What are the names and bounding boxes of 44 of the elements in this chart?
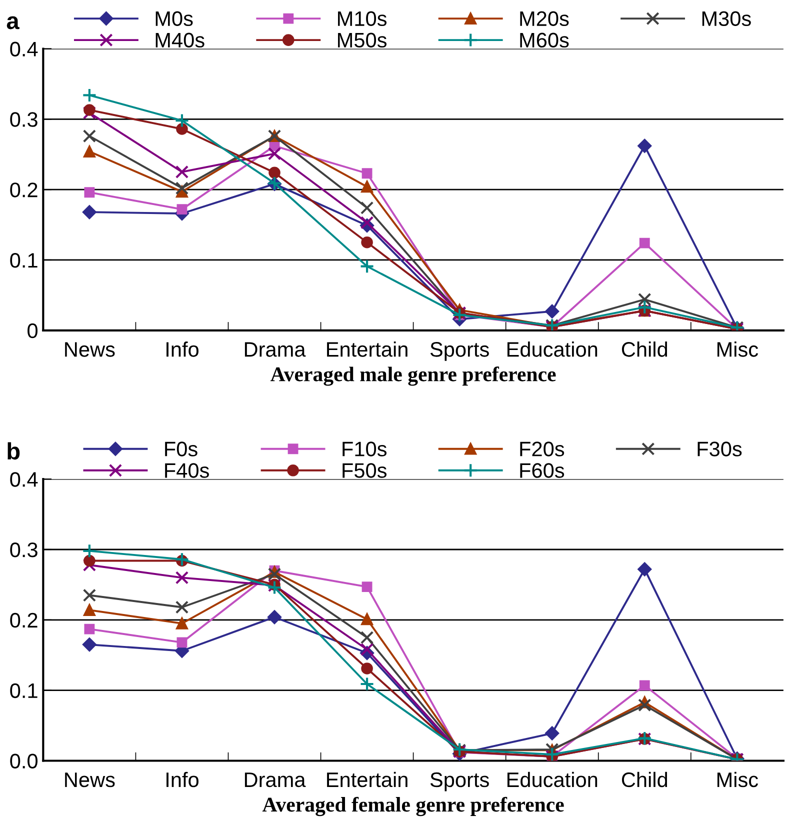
y-tick-label: 0.4 xyxy=(10,472,38,487)
legend-label: M0s xyxy=(156,11,193,26)
legend-label: M60s xyxy=(520,32,569,48)
x-tick-label: Info xyxy=(166,772,198,788)
legend-label: M40s xyxy=(156,32,204,48)
x-tick-label: Misc xyxy=(717,342,758,357)
y-tick-label: 0.0 xyxy=(10,754,38,768)
x-tick-label: Child xyxy=(622,772,668,788)
x-tick-label: News xyxy=(65,772,115,788)
legend-label: F40s xyxy=(165,463,209,478)
legend-label: F30s xyxy=(698,442,742,456)
x-tick-label: Misc xyxy=(717,772,758,788)
x-tick-label: Drama xyxy=(244,772,306,788)
y-tick-label: 0.2 xyxy=(10,182,38,198)
x-tick-label: Entertain xyxy=(327,772,408,788)
x-tick-label: News xyxy=(65,342,115,357)
x-tick-label: Child xyxy=(622,342,668,357)
legend-label: M20s xyxy=(520,11,569,26)
x-tick-label: Sports xyxy=(430,772,489,792)
y-tick-label: 0 xyxy=(28,323,38,338)
x-tick-label: Education xyxy=(507,772,598,788)
legend-label: F10s xyxy=(342,442,387,456)
chart-title: b xyxy=(8,442,20,460)
legend-label: M30s xyxy=(702,11,751,26)
x-tick-label: Education xyxy=(507,342,598,357)
legend-label: M10s xyxy=(338,11,387,26)
y-tick-label: 0.1 xyxy=(10,252,38,268)
y-tick-label: 0.3 xyxy=(10,542,38,558)
chart-title: a xyxy=(6,16,20,30)
y-tick-label: 0.4 xyxy=(10,42,38,56)
legend-label: F60s xyxy=(520,463,564,478)
y-tick-label: 0.1 xyxy=(10,683,38,698)
x-axis-title: Averaged male genre preference xyxy=(270,366,556,386)
x-tick-label: Drama xyxy=(244,342,306,357)
x-axis-title: Averaged female genre preference xyxy=(262,796,564,816)
x-tick-label: Entertain xyxy=(327,342,408,357)
x-tick-label: Info xyxy=(166,342,198,357)
x-tick-label: Sports xyxy=(430,342,489,361)
legend-label: F20s xyxy=(520,442,564,456)
legend-label: F0s xyxy=(165,442,198,456)
y-tick-label: 0.2 xyxy=(10,612,38,628)
legend-label: F50s xyxy=(342,463,387,478)
y-tick-label: 0.3 xyxy=(10,112,38,127)
legend-label: M50s xyxy=(338,32,387,48)
